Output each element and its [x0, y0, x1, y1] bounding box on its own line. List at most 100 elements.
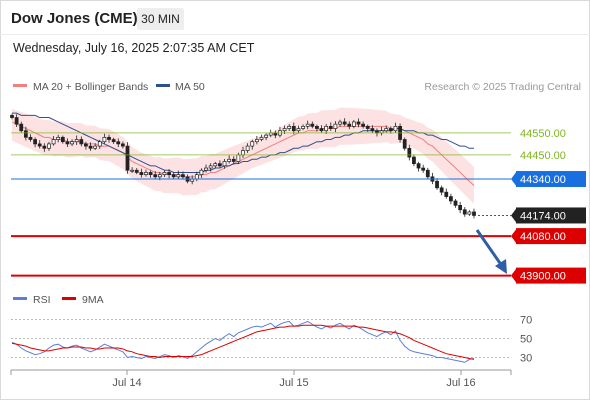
bollinger-legend-label: MA 20 + Bollinger Bands: [33, 81, 148, 93]
candle-body: [264, 134, 268, 138]
levels-layer: 44550.00 44450.00 44340.00 44174.00 44080.00…: [11, 128, 586, 284]
candle-body: [88, 145, 93, 149]
candle-body: [171, 174, 176, 178]
datetime-label: Wednesday, July 16, 2025 2:07:35 AM CET: [13, 41, 255, 55]
ma9-legend-swatch: [62, 297, 76, 300]
candle-body: [157, 174, 162, 178]
x-tick-label: Jul 14: [112, 377, 141, 389]
candle-body: [324, 125, 329, 132]
candle-body: [287, 125, 292, 129]
candle-body: [56, 136, 61, 140]
candle-body: [342, 121, 347, 125]
ma50-legend-label: MA 50: [175, 81, 205, 93]
support-label: 43900.00: [520, 271, 566, 283]
candle-body: [181, 174, 185, 178]
rsi-legend-swatch: [13, 297, 27, 300]
candle-body: [70, 141, 74, 145]
pivot-tag: [516, 171, 586, 188]
x-axis-labels: Jul 14 Jul 15 Jul 16: [10, 370, 512, 389]
last-price-tag: [516, 207, 586, 224]
candle-body: [139, 172, 144, 175]
candle-body: [361, 123, 366, 127]
candle-body: [97, 141, 102, 147]
timeframe-button[interactable]: 30 MIN: [137, 8, 184, 30]
candle-body: [467, 211, 472, 215]
candle-body: [259, 136, 264, 140]
candle-body: [356, 121, 361, 125]
rsi-tick-label: 50: [520, 334, 532, 346]
rsi-tick-label: 30: [520, 353, 532, 365]
candle-body: [23, 130, 28, 138]
candle-body: [365, 125, 370, 129]
candle-body: [28, 136, 33, 140]
ma50-legend-swatch: [156, 84, 170, 87]
rsi-legend-label: RSI: [33, 294, 51, 306]
header-divider: [0, 34, 590, 35]
candle-body: [42, 145, 47, 149]
candle-body: [199, 169, 204, 175]
pivot-tag-pointer: [511, 171, 517, 188]
candle-body: [254, 139, 259, 143]
candle-body: [37, 143, 42, 147]
rsi-line: [11, 320, 475, 363]
candle-body: [65, 141, 70, 145]
candle-body: [472, 211, 476, 216]
candle-body: [60, 136, 65, 143]
candle-body: [315, 125, 319, 129]
candle-body: [111, 139, 116, 143]
candle-body: [74, 139, 79, 143]
candle-body: [14, 117, 19, 125]
candle-body: [425, 169, 430, 178]
candle-body: [148, 172, 153, 175]
ma9-legend-label: 9MA: [82, 294, 104, 306]
candle-body: [144, 172, 148, 175]
candle-body: [10, 115, 14, 118]
instrument-title: Dow Jones (CME): [11, 10, 138, 27]
candle-body: [328, 125, 333, 129]
support-label: 44080.00: [520, 231, 566, 243]
candle-body: [51, 139, 56, 145]
candle-body: [125, 145, 130, 171]
candle-body: [250, 141, 255, 147]
header: Dow Jones (CME) 30 MIN: [0, 0, 590, 38]
candle-body: [388, 128, 393, 132]
candle-body: [439, 187, 444, 193]
price-layer: [10, 107, 476, 219]
candle-body: [167, 172, 171, 175]
candle-body: [33, 139, 37, 145]
support-tag-pointer: [511, 267, 517, 284]
candle-body: [130, 169, 135, 172]
candle-body: [162, 172, 167, 175]
candle-body: [310, 123, 315, 127]
x-tick-label: Jul 16: [446, 377, 475, 389]
candle-body: [282, 128, 287, 132]
candle-body: [444, 191, 449, 197]
candle-body: [241, 150, 245, 156]
resistance-label: 44550.00: [520, 128, 566, 140]
candle-body: [84, 143, 88, 147]
candle-body: [421, 167, 426, 171]
candle-body: [370, 128, 375, 132]
rsi-layer: 70 50 30: [11, 315, 532, 365]
candle-body: [102, 136, 107, 143]
candle-body: [107, 136, 111, 140]
candle-body: [412, 156, 416, 165]
candle-body: [296, 128, 301, 132]
candle-body: [338, 121, 342, 125]
candle-body: [393, 125, 398, 132]
rsi-ma9-line: [11, 324, 475, 360]
candle-body: [449, 196, 453, 202]
candle-body: [416, 163, 421, 169]
candle-body: [453, 200, 458, 206]
candle-body: [351, 121, 356, 127]
candle-body: [333, 123, 338, 129]
last-price-label: 44174.00: [520, 210, 566, 222]
candle-body: [194, 174, 199, 180]
candle-body: [47, 143, 51, 149]
support-tag-pointer: [511, 228, 517, 245]
candle-body: [19, 123, 24, 132]
candle-body: [231, 158, 236, 162]
forecast-arrow: [475, 229, 507, 274]
credit-label: Research © 2025 Trading Central: [424, 81, 581, 93]
candle-body: [458, 205, 463, 211]
